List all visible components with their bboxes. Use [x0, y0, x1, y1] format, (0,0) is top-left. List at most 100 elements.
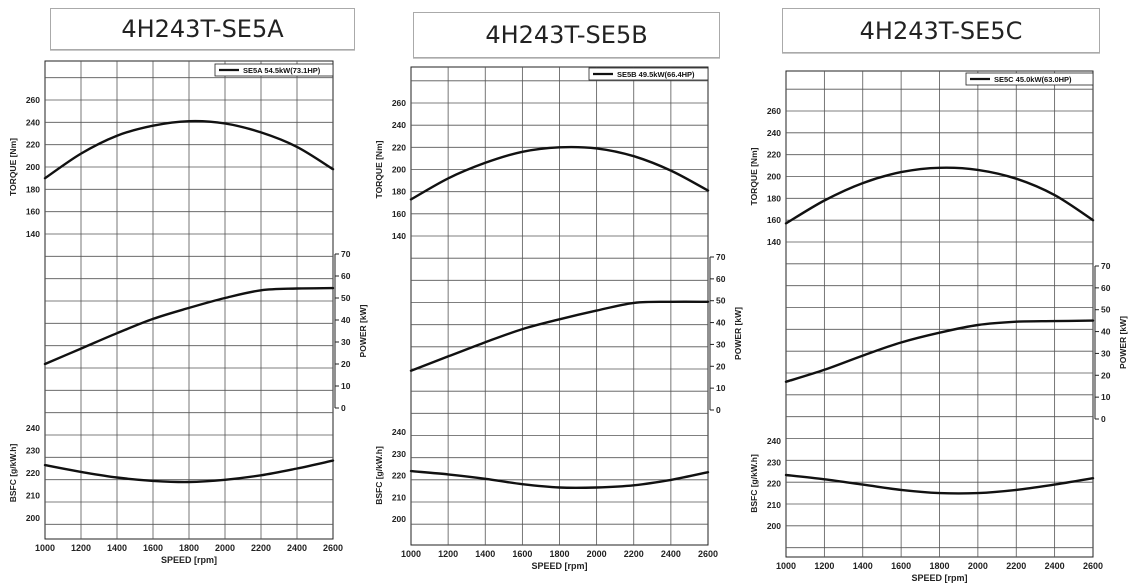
- power-tick-label: 0: [716, 405, 721, 415]
- x-tick-label: 1800: [929, 561, 949, 571]
- x-axis-label: SPEED [rpm]: [911, 573, 967, 583]
- power-tick-label: 40: [1101, 327, 1111, 337]
- legend-label: SE5A 54.5kW(73.1HP): [243, 66, 321, 75]
- bsfc-axis-label: BSFC [g/kW.h]: [749, 454, 759, 513]
- bsfc-tick-label: 210: [26, 491, 40, 501]
- power-tick-label: 20: [1101, 370, 1111, 380]
- torque-tick-label: 220: [767, 150, 781, 160]
- chart-title: 4H243T-SE5B: [413, 12, 720, 58]
- power-tick-label: 60: [341, 271, 351, 281]
- bsfc-curve: [43, 459, 335, 484]
- torque-tick-label: 260: [767, 106, 781, 116]
- power-tick-label: 0: [341, 403, 346, 413]
- power-tick-label: 10: [1101, 392, 1111, 402]
- x-tick-label: 1000: [401, 549, 421, 559]
- power-tick-label: 20: [716, 361, 726, 371]
- x-tick-label: 1000: [35, 543, 55, 553]
- bsfc-tick-label: 230: [767, 457, 781, 467]
- x-tick-label: 1400: [107, 543, 127, 553]
- power-axis-label: POWER [kW]: [1118, 316, 1128, 369]
- torque-tick-label: 140: [26, 229, 40, 239]
- torque-curve: [43, 119, 335, 180]
- torque-tick-label: 160: [767, 215, 781, 225]
- x-tick-label: 1400: [853, 561, 873, 571]
- torque-tick-label: 200: [26, 162, 40, 172]
- x-tick-label: 2400: [1045, 561, 1065, 571]
- x-tick-label: 1400: [475, 549, 495, 559]
- x-tick-label: 2000: [968, 561, 988, 571]
- chart-title: 4H243T-SE5C: [782, 8, 1100, 53]
- x-tick-label: 1200: [438, 549, 458, 559]
- legend-box: [588, 67, 709, 81]
- power-curve: [409, 300, 710, 372]
- power-tick-label: 60: [716, 274, 726, 284]
- x-tick-label: 1600: [512, 549, 532, 559]
- x-tick-label: 2400: [661, 549, 681, 559]
- x-tick-label: 2400: [287, 543, 307, 553]
- bsfc-curve: [784, 473, 1095, 495]
- legend-box: [965, 72, 1094, 86]
- bsfc-tick-label: 230: [26, 446, 40, 456]
- power-tick-label: 0: [1101, 414, 1106, 424]
- bsfc-tick-label: 210: [392, 492, 406, 502]
- torque-axis-label: TORQUE [Nm]: [8, 138, 18, 196]
- power-tick-label: 40: [341, 315, 351, 325]
- bsfc-tick-label: 240: [767, 436, 781, 446]
- power-tick-label: 30: [341, 337, 351, 347]
- power-tick-label: 50: [716, 296, 726, 306]
- x-tick-label: 2000: [215, 543, 235, 553]
- torque-axis-label: TORQUE [Nm]: [374, 140, 384, 198]
- chart-group: 1000 1200 1400 1600 1800 2000 2200 2400 2600SPEE…: [374, 66, 743, 571]
- x-tick-label: 1800: [179, 543, 199, 553]
- torque-tick-label: 140: [392, 231, 406, 241]
- power-tick-label: 30: [1101, 348, 1111, 358]
- bsfc-tick-label: 220: [392, 471, 406, 481]
- torque-tick-label: 160: [26, 207, 40, 217]
- legend-box: [214, 63, 334, 77]
- bsfc-axis-label: BSFC [g/kW.h]: [374, 446, 384, 505]
- torque-curve: [409, 145, 710, 201]
- power-tick-label: 50: [1101, 305, 1111, 315]
- bsfc-axis-label: BSFC [g/kW.h]: [8, 444, 18, 503]
- x-tick-label: 1800: [549, 549, 569, 559]
- torque-tick-label: 220: [26, 140, 40, 150]
- torque-curve: [784, 166, 1095, 225]
- bsfc-tick-label: 210: [767, 500, 781, 510]
- bsfc-tick-label: 230: [392, 449, 406, 459]
- bsfc-tick-label: 220: [767, 479, 781, 489]
- power-tick-label: 70: [341, 249, 351, 259]
- x-tick-label: 2200: [624, 549, 644, 559]
- torque-tick-label: 180: [26, 184, 40, 194]
- torque-tick-label: 240: [392, 120, 406, 130]
- power-tick-label: 10: [341, 381, 351, 391]
- x-axis-label: SPEED [rpm]: [161, 555, 217, 565]
- power-axis-label: POWER [kW]: [733, 307, 743, 360]
- power-tick-label: 60: [1101, 283, 1111, 293]
- bsfc-tick-label: 200: [767, 521, 781, 531]
- torque-tick-label: 200: [767, 172, 781, 182]
- torque-tick-label: 140: [767, 237, 781, 247]
- x-tick-label: 2200: [251, 543, 271, 553]
- power-tick-label: 30: [716, 339, 726, 349]
- bsfc-tick-label: 200: [26, 513, 40, 523]
- x-tick-label: 1600: [891, 561, 911, 571]
- x-tick-label: 2000: [587, 549, 607, 559]
- torque-tick-label: 160: [392, 209, 406, 219]
- torque-tick-label: 180: [767, 193, 781, 203]
- torque-tick-label: 180: [392, 187, 406, 197]
- torque-axis-label: TORQUE [Nm]: [749, 147, 759, 205]
- torque-tick-label: 240: [767, 128, 781, 138]
- x-tick-label: 1200: [71, 543, 91, 553]
- bsfc-tick-label: 220: [26, 468, 40, 478]
- torque-tick-label: 200: [392, 165, 406, 175]
- torque-tick-label: 220: [392, 142, 406, 152]
- power-curve: [784, 319, 1095, 383]
- bsfc-tick-label: 240: [26, 423, 40, 433]
- chart-title: 4H243T-SE5A: [50, 8, 355, 50]
- power-tick-label: 40: [716, 318, 726, 328]
- legend-label: SE5C 45.0kW(63.0HP): [994, 75, 1072, 84]
- bsfc-tick-label: 240: [392, 427, 406, 437]
- torque-tick-label: 240: [26, 117, 40, 127]
- power-tick-label: 70: [716, 252, 726, 262]
